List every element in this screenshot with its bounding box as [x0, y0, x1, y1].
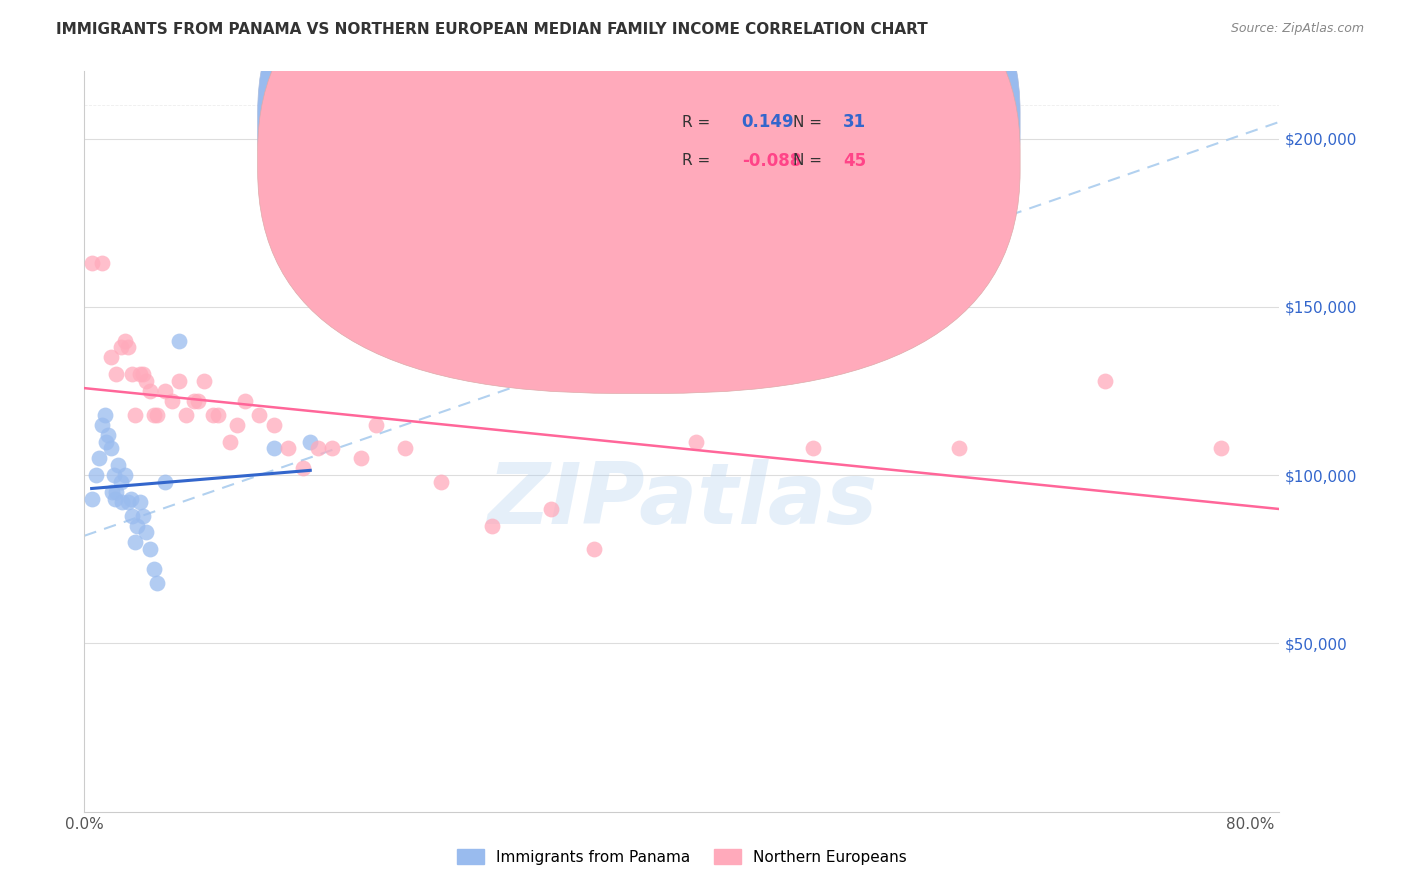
Point: [105, 368, 128, 382]
Point: [139, 542, 162, 557]
Point: [110, 475, 132, 489]
Point: [125, 518, 148, 533]
Point: [160, 394, 183, 409]
Point: [277, 442, 299, 456]
Point: [80, 491, 103, 506]
Point: [104, 491, 127, 506]
Point: [299, 434, 322, 449]
Point: [801, 442, 824, 456]
Point: [135, 374, 157, 388]
Text: -0.088: -0.088: [742, 152, 801, 170]
Point: [167, 374, 190, 388]
Point: [247, 408, 270, 422]
Point: [176, 408, 198, 422]
Point: [117, 495, 139, 509]
Point: [103, 468, 125, 483]
FancyBboxPatch shape: [605, 104, 891, 190]
Point: [146, 575, 169, 590]
Point: [394, 442, 416, 456]
Point: [263, 442, 285, 456]
Point: [110, 340, 132, 354]
Point: [128, 495, 150, 509]
Point: [263, 417, 285, 432]
Point: [96, 434, 118, 449]
Point: [100, 351, 122, 365]
Point: [107, 458, 129, 472]
Point: [187, 394, 209, 409]
Point: [94, 408, 117, 422]
Point: [97, 427, 120, 442]
Point: [135, 525, 157, 540]
FancyBboxPatch shape: [257, 0, 1021, 355]
Point: [233, 394, 256, 409]
Point: [90, 417, 112, 432]
Text: N =: N =: [793, 115, 823, 130]
Point: [193, 374, 215, 388]
Point: [90, 256, 112, 270]
Point: [124, 408, 146, 422]
Point: [139, 384, 162, 398]
Point: [131, 508, 153, 523]
FancyBboxPatch shape: [257, 0, 1021, 393]
Point: [87, 451, 110, 466]
Text: 0.149: 0.149: [742, 113, 794, 131]
Point: [430, 475, 453, 489]
Point: [183, 394, 205, 409]
Point: [143, 408, 166, 422]
Point: [153, 384, 176, 398]
Point: [685, 434, 707, 449]
Point: [124, 535, 146, 549]
Point: [226, 417, 249, 432]
Point: [80, 256, 103, 270]
Point: [201, 408, 224, 422]
Point: [350, 451, 373, 466]
Text: R =: R =: [682, 115, 710, 130]
Point: [131, 368, 153, 382]
Point: [167, 334, 190, 348]
Point: [84, 468, 107, 483]
Text: IMMIGRANTS FROM PANAMA VS NORTHERN EUROPEAN MEDIAN FAMILY INCOME CORRELATION CHA: IMMIGRANTS FROM PANAMA VS NORTHERN EUROP…: [56, 22, 928, 37]
Point: [948, 442, 970, 456]
Text: 31: 31: [844, 113, 866, 131]
Point: [1094, 374, 1116, 388]
Point: [583, 542, 606, 557]
Point: [100, 442, 122, 456]
Point: [291, 461, 314, 475]
Point: [207, 408, 229, 422]
Point: [117, 340, 139, 354]
Point: [307, 442, 329, 456]
Point: [105, 485, 128, 500]
Point: [120, 491, 142, 506]
Text: Source: ZipAtlas.com: Source: ZipAtlas.com: [1230, 22, 1364, 36]
Point: [219, 434, 242, 449]
Point: [114, 468, 136, 483]
Point: [321, 442, 343, 456]
Point: [121, 368, 143, 382]
Point: [540, 501, 562, 516]
Point: [481, 518, 503, 533]
Point: [114, 334, 136, 348]
Point: [364, 417, 387, 432]
Text: R =: R =: [682, 153, 710, 169]
Text: N =: N =: [793, 153, 823, 169]
Point: [146, 408, 169, 422]
Point: [121, 508, 143, 523]
Point: [128, 368, 150, 382]
Point: [143, 562, 166, 576]
Point: [111, 495, 134, 509]
Text: ZIPatlas: ZIPatlas: [486, 459, 877, 542]
Legend: Immigrants from Panama, Northern Europeans: Immigrants from Panama, Northern Europea…: [450, 843, 914, 871]
Point: [1211, 442, 1233, 456]
Text: 45: 45: [844, 152, 866, 170]
Point: [153, 475, 176, 489]
Point: [101, 485, 124, 500]
